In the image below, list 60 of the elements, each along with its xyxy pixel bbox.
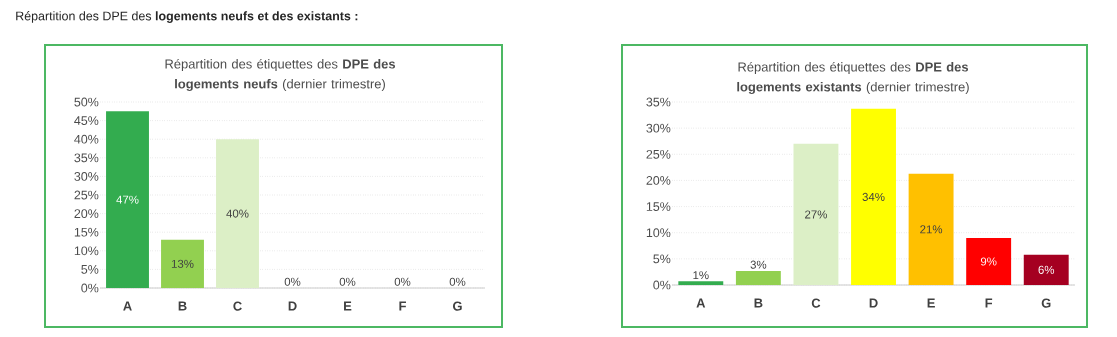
data-label: 9% [980, 257, 997, 266]
y-tick-label: 15% [74, 227, 99, 237]
x-tick-label: F [985, 298, 993, 308]
x-tick-label: C [233, 301, 242, 311]
bar [851, 108, 896, 285]
data-label: 47% [116, 195, 139, 204]
y-tick-label: 20% [74, 209, 99, 219]
bar [793, 143, 839, 285]
x-tick-label: E [927, 298, 935, 308]
bar [908, 173, 954, 285]
x-tick-label: E [344, 301, 352, 311]
text: Répartition des DPE des logements neufs et des existants : [16, 11, 358, 23]
y-tick-label: 40% [74, 134, 99, 144]
data-label: 21% [920, 225, 943, 234]
bar [161, 239, 204, 288]
y-tick-label: 0% [653, 280, 671, 290]
y-tick-label: 30% [74, 172, 99, 181]
data-label: 0% [339, 277, 356, 286]
data-label: 27% [805, 210, 827, 219]
x-tick-label: G [1041, 298, 1051, 308]
y-tick-label: 35% [74, 153, 99, 163]
bar [106, 111, 149, 288]
chart-title: Répartition des étiquettes des DPE des logements existants (dernier trimestre) [737, 61, 969, 95]
data-label: 40% [226, 209, 249, 218]
x-tick-label: F [399, 301, 406, 311]
data-label: 1% [693, 271, 709, 280]
bar [966, 237, 1012, 285]
x-tick-label: B [754, 298, 763, 308]
x-tick-label: A [123, 301, 132, 311]
data-label: 0% [449, 277, 466, 286]
bar [216, 139, 259, 288]
data-label: 13% [171, 259, 194, 268]
y-tick-label: 0% [81, 283, 99, 293]
bar [1023, 254, 1069, 285]
y-tick-label: 35% [646, 97, 671, 107]
data-label: 0% [284, 277, 301, 286]
bar [735, 270, 781, 285]
y-tick-label: 45% [74, 116, 99, 125]
data-label: 34% [862, 192, 885, 201]
y-tick-label: 20% [646, 176, 671, 185]
chart-title: Répartition des étiquettes des DPE des logements neufs (dernier trimestre) [165, 58, 396, 92]
bar [678, 281, 724, 285]
y-tick-label: 10% [74, 246, 99, 256]
x-tick-label: G [453, 301, 462, 311]
y-tick-label: 25% [74, 190, 99, 200]
x-tick-label: C [811, 298, 821, 308]
data-label: 6% [1038, 265, 1055, 274]
y-tick-label: 10% [646, 228, 671, 238]
x-tick-label: D [869, 298, 878, 308]
data-label: 0% [394, 277, 411, 286]
x-tick-label: D [288, 301, 297, 311]
y-tick-label: 25% [646, 149, 671, 159]
y-tick-label: 30% [646, 123, 671, 133]
y-tick-label: 50% [74, 97, 99, 107]
y-tick-label: 15% [646, 202, 671, 211]
data-label: 3% [750, 260, 767, 269]
x-tick-label: B [178, 301, 187, 311]
y-tick-label: 5% [81, 265, 99, 274]
y-tick-label: 5% [653, 254, 671, 264]
x-tick-label: A [696, 298, 706, 308]
